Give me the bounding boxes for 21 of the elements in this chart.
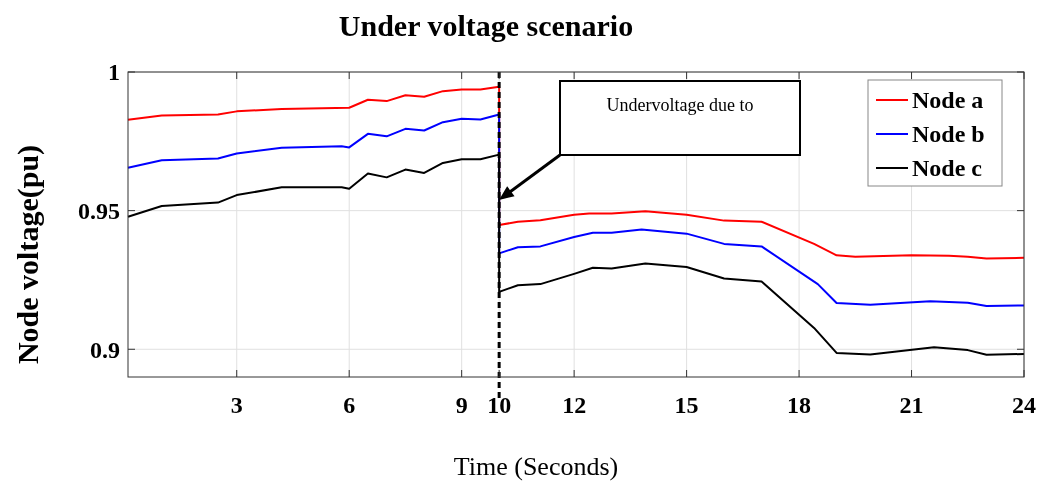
x-tick-label: 9 xyxy=(455,392,468,418)
y-tick-label: 1 xyxy=(108,59,120,86)
x-tick-label: 3 xyxy=(230,392,243,418)
legend-label: Node b xyxy=(912,121,985,148)
x-tick-label: 18 xyxy=(787,392,812,418)
chart-title: Under voltage scenario xyxy=(338,9,634,42)
legend-label: Node a xyxy=(912,87,984,114)
y-tick-label: 0.9 xyxy=(90,336,120,363)
x-tick-label: 6 xyxy=(343,392,356,418)
x-axis-title: Time (Seconds) xyxy=(453,452,619,481)
x-tick-label: 12 xyxy=(562,392,587,418)
annotation: Undervoltage due to xyxy=(606,95,754,115)
x-tick-label: 15 xyxy=(674,392,699,418)
line-series xyxy=(127,85,1025,260)
line-series xyxy=(127,113,1025,308)
x-tick-label: 24 xyxy=(1012,392,1036,418)
x-tick-label: 21 xyxy=(899,392,924,418)
legend-label: Node c xyxy=(912,155,983,182)
x-tick-label: 10 xyxy=(487,392,512,418)
y-tick-label: 0.95 xyxy=(78,198,120,225)
y-axis-title: Node voltage(pu) xyxy=(11,144,45,365)
